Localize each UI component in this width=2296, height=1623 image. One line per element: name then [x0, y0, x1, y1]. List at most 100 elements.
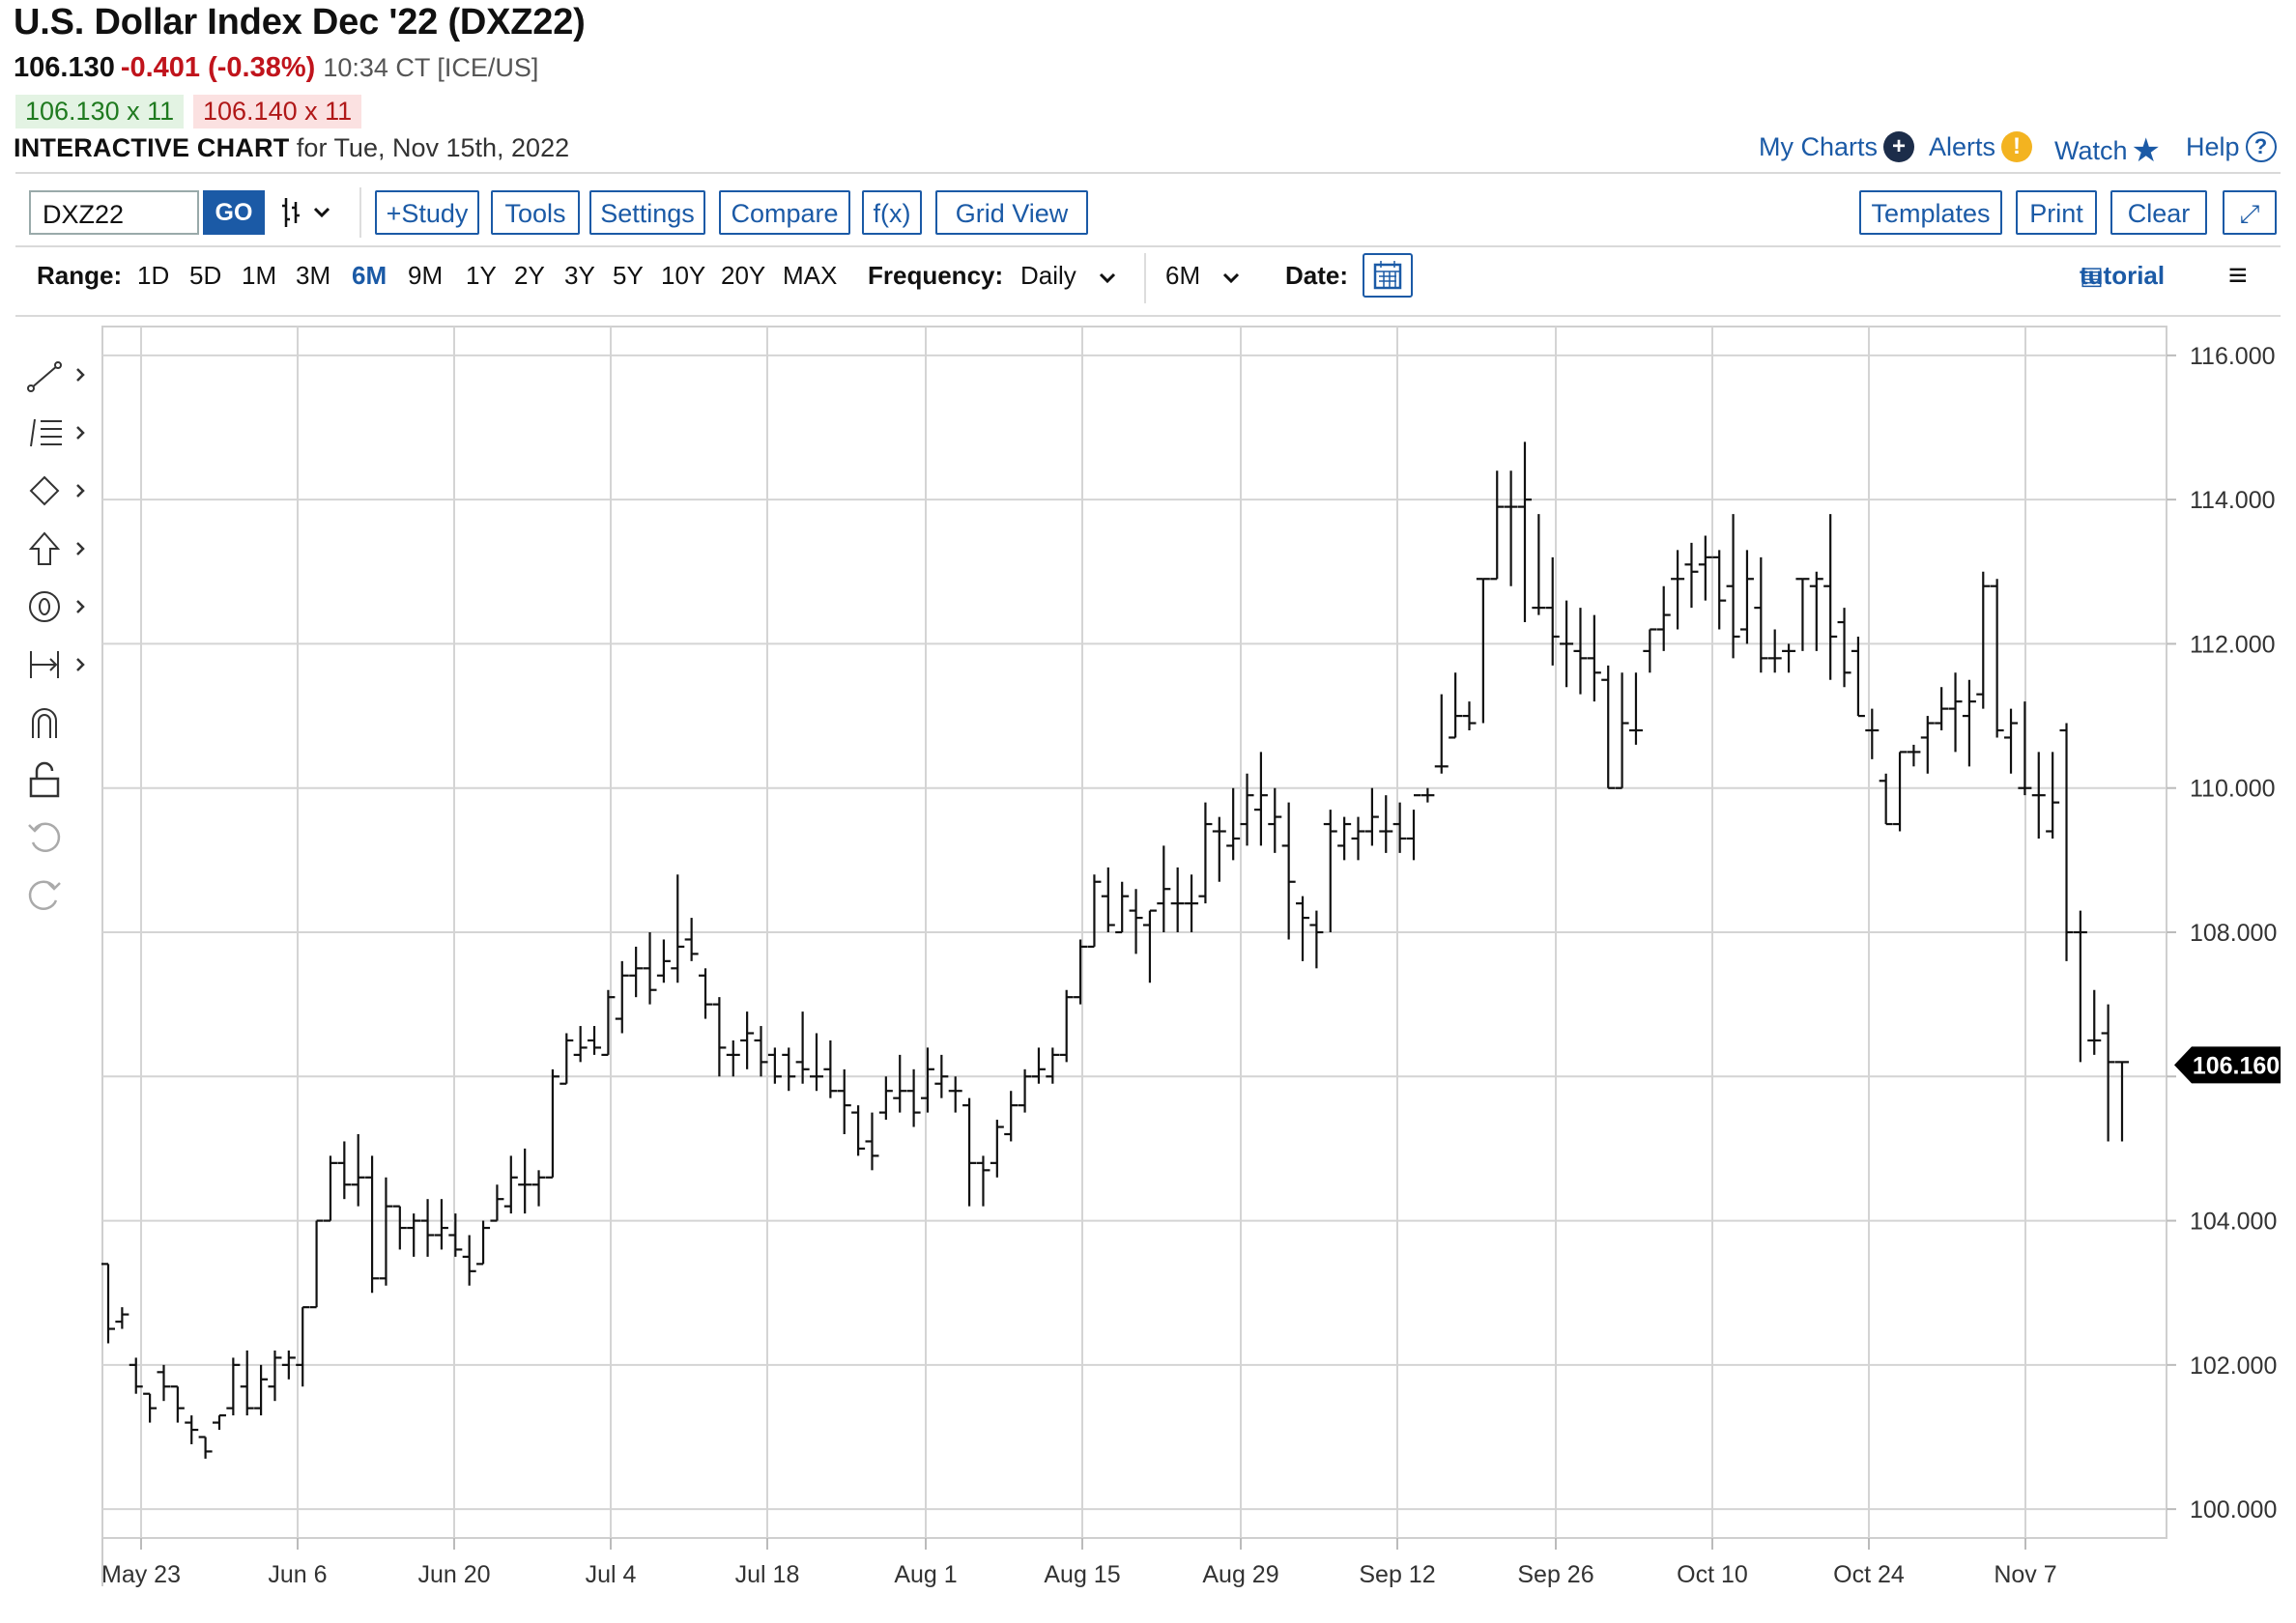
range-5y[interactable]: 5Y: [613, 261, 644, 290]
grid-view-button[interactable]: Grid View: [935, 190, 1088, 235]
go-button[interactable]: GO: [203, 190, 265, 235]
frequency-select[interactable]: Daily: [1020, 261, 1076, 290]
calendar-icon: [1373, 261, 1402, 290]
ohlc-bar: [143, 1392, 158, 1423]
ohlc-bar: [754, 1026, 768, 1077]
ohlc-bar: [1018, 1068, 1032, 1113]
range-6m[interactable]: 6M: [352, 261, 387, 290]
chart-type-selector[interactable]: [280, 194, 342, 231]
x-tick-label: Sep 26: [1517, 1561, 1593, 1588]
alert-icon: !: [2001, 131, 2033, 162]
ohlc-bar: [601, 989, 616, 1056]
lock-tool[interactable]: [25, 761, 93, 800]
x-tick-label: Jul 4: [586, 1561, 637, 1588]
range-bar: Range: 1D 5D 1M 3M 6M 9M 1Y 2Y 3Y 5Y 10Y…: [0, 253, 2296, 303]
range-1y[interactable]: 1Y: [466, 261, 497, 290]
range-2y[interactable]: 2Y: [514, 261, 545, 290]
range-10y[interactable]: 10Y: [661, 261, 706, 290]
redo-button[interactable]: [25, 877, 93, 916]
ohlc-bar: [1142, 909, 1157, 983]
y-tick-label: 108.000: [2190, 920, 2277, 947]
range-1m[interactable]: 1M: [242, 261, 277, 290]
ohlc-chart[interactable]: 116.000 114.000 112.000 110.000 108.000 104.0…: [0, 319, 2296, 1623]
hamburger-menu-icon[interactable]: ≡: [2228, 257, 2248, 294]
clear-button[interactable]: Clear: [2110, 190, 2207, 235]
ohlc-bar: [1434, 694, 1449, 774]
x-tick-label: Jul 18: [735, 1561, 800, 1588]
expand-button[interactable]: ⤢: [2223, 190, 2277, 235]
range-1d[interactable]: 1D: [137, 261, 170, 290]
ohlc-bar: [629, 946, 644, 998]
ohlc-bar: [588, 1026, 602, 1055]
range-max[interactable]: MAX: [783, 261, 838, 290]
range-3m[interactable]: 3M: [296, 261, 331, 290]
ohlc-bar: [531, 1170, 546, 1207]
arrow-tool[interactable]: [25, 529, 93, 568]
ohlc-bar: [1587, 614, 1601, 702]
ohlc-bar: [1240, 773, 1254, 846]
shape-tool[interactable]: [25, 471, 93, 510]
help-link[interactable]: Help?: [2186, 131, 2277, 162]
ohlc-bar: [503, 1155, 518, 1214]
ohlc-bar: [434, 1199, 448, 1250]
measure-tool[interactable]: [25, 645, 93, 684]
study-button[interactable]: +Study: [375, 190, 479, 235]
ohlc-bar: [1809, 571, 1823, 651]
magnet-tool[interactable]: [25, 703, 93, 742]
ohlc-bar: [226, 1357, 241, 1416]
settings-button[interactable]: Settings: [589, 190, 705, 235]
ohlc-bar: [1046, 1047, 1060, 1084]
range-5d[interactable]: 5D: [189, 261, 222, 290]
x-tick-label: Nov 7: [1994, 1561, 2056, 1588]
shape-icon: [29, 475, 85, 506]
fx-button[interactable]: f(x): [862, 190, 922, 235]
my-charts-link[interactable]: My Charts +: [1759, 131, 1915, 162]
annotation-tool[interactable]: [25, 587, 93, 626]
ohlc-bar: [1573, 608, 1588, 695]
ohlc-bar: [837, 1068, 851, 1134]
templates-button[interactable]: Templates: [1859, 190, 2002, 235]
ohlc-bar: [1739, 550, 1754, 644]
ohlc-bar: [1532, 514, 1546, 615]
watch-link[interactable]: Watch ★: [2054, 131, 2161, 170]
ohlc-bar: [1504, 470, 1518, 586]
ask-badge: 106.140 x 11: [193, 95, 362, 128]
range-9m[interactable]: 9M: [408, 261, 444, 290]
calendar-button[interactable]: [1363, 253, 1413, 298]
ohlc-bar: [1893, 751, 1908, 832]
symbol-input[interactable]: DXZ22: [29, 190, 199, 235]
ohlc-bar: [962, 1097, 977, 1207]
x-tick-label: Jun 20: [417, 1561, 490, 1588]
help-label: Help: [2186, 131, 2240, 161]
ohlc-bar: [407, 1213, 421, 1257]
range-20y[interactable]: 20Y: [721, 261, 766, 290]
ohlc-bar: [1296, 896, 1310, 961]
period-select[interactable]: 6M: [1165, 261, 1201, 290]
ohlc-bar: [1212, 816, 1226, 882]
undo-button[interactable]: [25, 819, 93, 858]
divider: [15, 245, 2281, 247]
trendline-tool[interactable]: [25, 356, 93, 394]
ohlc-bar: [906, 1068, 921, 1127]
ohlc-bar: [1837, 608, 1851, 688]
ohlc-bar: [1948, 672, 1963, 753]
range-3y[interactable]: 3Y: [564, 261, 595, 290]
alerts-link[interactable]: Alerts!: [1929, 131, 2033, 162]
star-icon: ★: [2131, 132, 2161, 169]
x-tick-label: Aug 29: [1202, 1561, 1278, 1588]
period-chevron-icon: [1220, 259, 1243, 300]
ohlc-bar: [851, 1105, 866, 1156]
tools-button[interactable]: Tools: [491, 190, 580, 235]
ohlc-bar: [1865, 708, 1880, 759]
ohlc-bar: [712, 997, 727, 1077]
ohlc-bar: [351, 1134, 365, 1207]
ohlc-bar: [1976, 571, 1991, 709]
price-change: -0.401 (-0.38%): [120, 52, 316, 83]
compare-button[interactable]: Compare: [719, 190, 850, 235]
fibonacci-tool[interactable]: [25, 413, 93, 452]
divider: [15, 315, 2281, 317]
divider: [15, 172, 2281, 174]
ohlc-bar: [1851, 636, 1865, 718]
print-button[interactable]: Print: [2016, 190, 2097, 235]
ohlc-bar: [726, 1039, 740, 1077]
